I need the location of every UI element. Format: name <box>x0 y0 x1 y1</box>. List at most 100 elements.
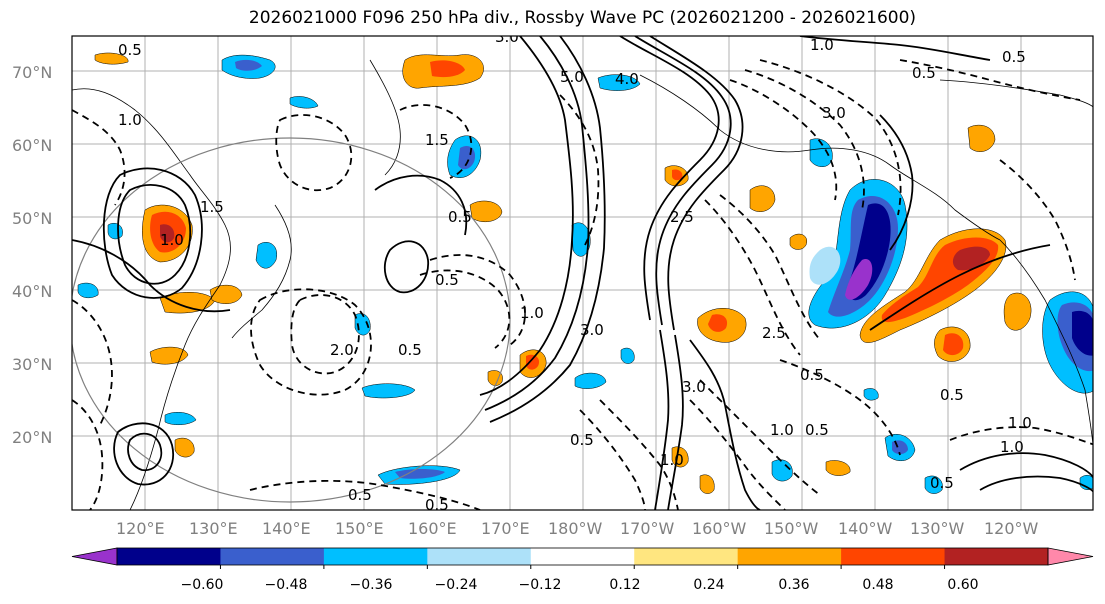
contour-line <box>634 36 732 326</box>
contour-line <box>489 36 606 423</box>
colorbar-tick-label: −0.60 <box>181 577 224 593</box>
colorbar-tick-label: −0.48 <box>265 577 308 593</box>
coastlines <box>72 59 1093 510</box>
map-plot-area: 0.5 1.0 0.5 3.0 1.0 0.5 1.5 2.5 0.5 1.0 … <box>72 36 1093 510</box>
pos-div-area <box>789 233 808 250</box>
contour-label: 0.5 <box>398 341 422 359</box>
contour-label: 1.0 <box>660 451 684 469</box>
pos-div-area <box>430 60 465 78</box>
colorbar-tick-labels: −0.60 −0.48 −0.36 −0.24 −0.12 0.12 0.24 … <box>181 577 979 593</box>
pos-div-area <box>967 124 996 152</box>
neg-div-area <box>1072 311 1093 356</box>
lon-label: 160°E <box>408 519 457 538</box>
lat-label-30n: 30°N <box>12 355 52 374</box>
colorbar-tick-label: −0.12 <box>519 577 562 593</box>
lat-label-20n: 20°N <box>12 428 52 447</box>
map-frame <box>71 35 1094 511</box>
contour-line <box>72 109 126 206</box>
pos-div-area <box>149 346 189 365</box>
contour-line <box>779 359 901 456</box>
neg-div-area <box>361 383 416 399</box>
contour-line <box>619 36 720 321</box>
neg-div-area <box>771 459 793 482</box>
neg-div-area <box>571 222 591 257</box>
contour-label: 2.5 <box>670 208 694 226</box>
contour-labels: 0.5 1.0 0.5 3.0 1.0 0.5 1.5 2.5 0.5 1.0 … <box>118 36 1032 510</box>
pos-div-area <box>943 333 964 356</box>
colorbar-tick-label: 0.24 <box>693 577 724 593</box>
contour-label: 1.0 <box>118 111 142 129</box>
neg-div-area <box>395 469 445 479</box>
coastline-japan <box>231 204 292 339</box>
contour-label: 0.5 <box>448 208 472 226</box>
colorbar-tick-label: −0.24 <box>435 577 478 593</box>
colorbar-segment <box>841 548 946 565</box>
colorbar-segment <box>220 548 325 565</box>
contour-label: 3.0 <box>682 378 706 396</box>
colorbar-segment <box>117 548 221 565</box>
map-title: 2026021000 F096 250 hPa div., Rossby Wav… <box>248 8 917 28</box>
contour-label: 4.0 <box>615 70 639 88</box>
colorbar-tick-label: −0.36 <box>350 577 393 593</box>
contour-line <box>869 244 1051 331</box>
lon-label: 160°W <box>692 519 747 538</box>
contour-line <box>72 299 113 426</box>
coastline-canada-north <box>939 79 1093 108</box>
lat-label-70n: 70°N <box>12 63 52 82</box>
contour-line <box>689 339 761 510</box>
contour-line <box>419 269 511 349</box>
contour-line <box>113 422 175 486</box>
neg-div-area <box>620 347 635 364</box>
neg-div-area <box>809 246 841 285</box>
colorbar-segment <box>737 548 842 565</box>
contour-line <box>479 36 574 396</box>
lon-label: 150°E <box>335 519 384 538</box>
contour-label: 0.5 <box>805 421 829 439</box>
neg-div-area <box>863 388 879 401</box>
lat-label-60n: 60°N <box>12 136 52 155</box>
pos-div-area <box>160 224 175 243</box>
contour-line <box>250 288 372 396</box>
contour-line <box>799 36 991 61</box>
pc-contours-dashed <box>72 59 1093 510</box>
lat-label-50n: 50°N <box>12 209 52 228</box>
longitude-labels: 120°E 130°E 140°E 150°E 160°E 170°E 180°… <box>116 519 1039 538</box>
coastline-alaska <box>639 74 1001 241</box>
contour-line <box>649 36 744 331</box>
contour-line <box>579 409 646 510</box>
contour-label: 0.5 <box>435 271 459 289</box>
contour-line <box>599 399 679 510</box>
lon-label: 140°W <box>838 519 893 538</box>
contour-line <box>429 254 526 346</box>
contour-line <box>484 36 590 411</box>
pos-div-area <box>749 185 776 212</box>
contour-line <box>759 59 902 216</box>
contour-line <box>117 184 192 285</box>
neg-div-area <box>809 138 833 167</box>
contour-line <box>689 399 786 510</box>
contour-line <box>744 69 865 211</box>
contour-label: 0.5 <box>1002 48 1026 66</box>
analysis-circle <box>72 137 511 503</box>
contour-line <box>102 167 203 299</box>
lat-label-40n: 40°N <box>12 282 52 301</box>
contour-label: 1.0 <box>770 421 794 439</box>
contour-line <box>704 199 801 356</box>
contour-line <box>249 479 481 510</box>
pos-div-area <box>699 474 715 494</box>
colorbar-segment <box>530 548 635 565</box>
gridlines <box>72 36 1093 510</box>
contour-line <box>959 452 1093 479</box>
contour-line <box>979 475 1093 493</box>
lon-label: 170°W <box>620 519 675 538</box>
contour-label: 5.0 <box>560 68 584 86</box>
contour-line <box>949 426 1093 446</box>
pos-div-area <box>708 314 728 332</box>
colorbar-tick-label: 0.36 <box>778 577 809 593</box>
neg-div-area <box>164 412 197 425</box>
colorbar-tick-label: 0.12 <box>609 577 640 593</box>
contour-label: 1.0 <box>1008 414 1032 432</box>
contour-label: 0.5 <box>912 64 936 82</box>
contour-line <box>559 94 600 246</box>
